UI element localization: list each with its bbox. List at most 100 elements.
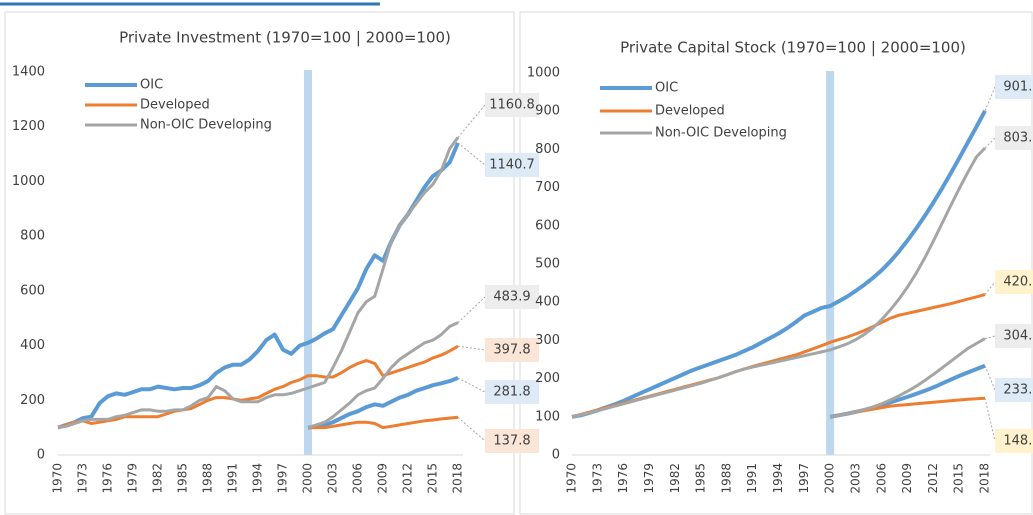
series-line bbox=[571, 146, 987, 419]
data-label: 803.6 bbox=[1003, 131, 1033, 146]
series-line bbox=[571, 109, 987, 419]
x-tick-label: 2006 bbox=[351, 463, 365, 494]
y-tick-label: 700 bbox=[535, 180, 560, 195]
y-tick-label: 100 bbox=[535, 409, 560, 424]
x-tick-label: 2000 bbox=[823, 463, 837, 494]
x-tick-label: 2018 bbox=[978, 463, 992, 494]
leader-line bbox=[457, 142, 486, 166]
data-label-box bbox=[485, 429, 539, 453]
x-tick-label: 1991 bbox=[745, 463, 759, 494]
data-label-box bbox=[485, 153, 539, 177]
y-tick-label: 900 bbox=[535, 104, 560, 119]
y-tick-label: 300 bbox=[535, 333, 560, 348]
x-tick-label: 1988 bbox=[719, 463, 733, 494]
data-label: 483.9 bbox=[493, 290, 530, 305]
x-tick-label: 1982 bbox=[668, 463, 682, 494]
data-label-box bbox=[995, 270, 1033, 294]
y-tick-label: 0 bbox=[552, 448, 560, 463]
leader-line bbox=[984, 365, 996, 391]
data-label-box bbox=[995, 378, 1033, 402]
y-tick-label: 400 bbox=[20, 338, 45, 353]
data-label-box bbox=[485, 338, 539, 362]
data-label: 281.8 bbox=[493, 385, 530, 400]
left-panel bbox=[4, 11, 515, 515]
y-tick-label: 500 bbox=[535, 257, 560, 272]
legend-label: Non-OIC Developing bbox=[140, 118, 272, 133]
leader-line bbox=[984, 398, 996, 442]
x-tick-label: 1979 bbox=[642, 463, 656, 494]
legend-label: Developed bbox=[140, 98, 210, 113]
y-tick-label: 1000 bbox=[12, 174, 45, 189]
x-tick-label: 1997 bbox=[797, 463, 811, 494]
data-label-box bbox=[995, 126, 1033, 150]
x-tick-label: 1970 bbox=[51, 463, 65, 494]
y-tick-label: 1400 bbox=[12, 65, 45, 80]
x-tick-label: 2012 bbox=[401, 463, 415, 494]
y-tick-label: 0 bbox=[37, 448, 45, 463]
data-label: 304.6 bbox=[1003, 329, 1033, 344]
x-tick-label: 1976 bbox=[101, 463, 115, 494]
series-line bbox=[57, 136, 460, 430]
x-tick-label: 1973 bbox=[590, 463, 604, 494]
series-line bbox=[308, 415, 459, 430]
x-tick-label: 1994 bbox=[771, 463, 785, 494]
x-tick-label: 2018 bbox=[451, 463, 465, 494]
data-label: 420.2 bbox=[1003, 275, 1033, 290]
legend-label: Developed bbox=[655, 104, 725, 119]
leader-line bbox=[984, 281, 996, 295]
y-tick-label: 600 bbox=[535, 218, 560, 233]
y-tick-label: 1200 bbox=[12, 119, 45, 134]
x-tick-label: 1991 bbox=[226, 463, 240, 494]
x-tick-label: 1976 bbox=[616, 463, 630, 494]
legend-label: OIC bbox=[655, 81, 678, 96]
data-label: 1160.8 bbox=[489, 98, 535, 113]
leader-line bbox=[984, 335, 996, 340]
data-label: 137.8 bbox=[493, 434, 530, 449]
right-panel bbox=[519, 11, 1033, 515]
x-tick-label: 2009 bbox=[376, 463, 390, 494]
x-tick-label: 1997 bbox=[276, 463, 290, 494]
x-tick-label: 1985 bbox=[176, 463, 190, 494]
x-tick-label: 1988 bbox=[201, 463, 215, 494]
chart-title: Private Capital Stock (1970=100 | 2000=1… bbox=[620, 39, 966, 57]
x-tick-label: 2003 bbox=[848, 463, 862, 494]
data-label: 1140.7 bbox=[489, 158, 535, 173]
data-label: 901.0 bbox=[1003, 80, 1033, 95]
data-label-box bbox=[485, 380, 539, 404]
x-tick-label: 2006 bbox=[874, 463, 888, 494]
leader-line bbox=[984, 86, 996, 112]
x-tick-label: 2015 bbox=[952, 463, 966, 494]
x-tick-label: 1979 bbox=[126, 463, 140, 494]
data-label-box bbox=[995, 324, 1033, 348]
x-tick-label: 2015 bbox=[426, 463, 440, 494]
legend-label: Non-OIC Developing bbox=[655, 126, 787, 141]
x-tick-label: 1985 bbox=[694, 463, 708, 494]
y-tick-label: 200 bbox=[535, 371, 560, 386]
x-tick-label: 2012 bbox=[926, 463, 940, 494]
y-tick-label: 800 bbox=[535, 142, 560, 157]
base-year-band bbox=[304, 70, 312, 455]
series-line bbox=[307, 321, 459, 430]
y-tick-label: 600 bbox=[20, 283, 45, 298]
x-tick-label: 2000 bbox=[301, 463, 315, 494]
y-tick-label: 200 bbox=[20, 393, 45, 408]
data-label-box bbox=[485, 93, 539, 117]
leader-line bbox=[457, 104, 486, 138]
data-label: 397.8 bbox=[493, 343, 530, 358]
series-line bbox=[829, 337, 986, 419]
data-label-box bbox=[995, 75, 1033, 99]
data-label-box bbox=[995, 429, 1033, 453]
data-label-box bbox=[485, 285, 539, 309]
series-line bbox=[307, 376, 459, 430]
leader-line bbox=[457, 345, 486, 351]
x-tick-label: 1970 bbox=[565, 463, 579, 494]
leader-line bbox=[457, 377, 486, 393]
x-tick-label: 1973 bbox=[76, 463, 90, 494]
x-tick-label: 2009 bbox=[900, 463, 914, 494]
legend-label: OIC bbox=[140, 78, 163, 93]
x-tick-label: 1994 bbox=[251, 463, 265, 494]
y-tick-label: 800 bbox=[20, 229, 45, 244]
data-label: 233.6 bbox=[1003, 383, 1033, 398]
data-label: 148.8 bbox=[1003, 434, 1033, 449]
